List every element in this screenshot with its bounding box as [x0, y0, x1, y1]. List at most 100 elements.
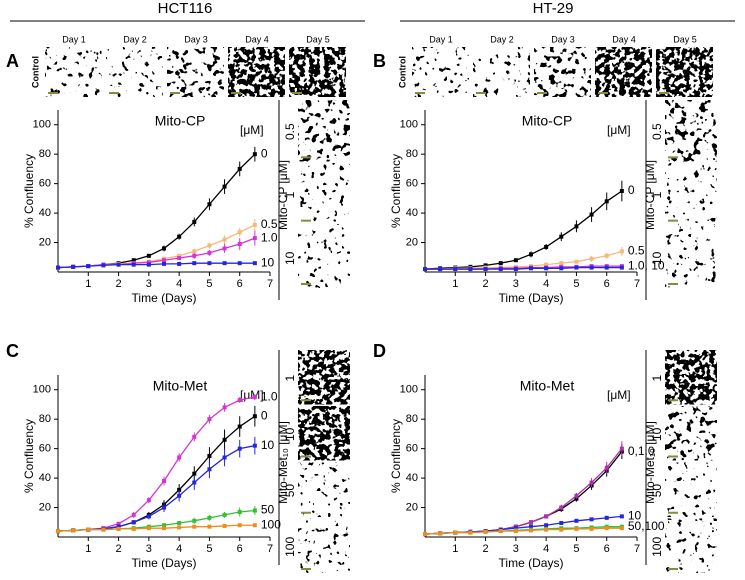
x-tick-label: 3 [513, 543, 519, 555]
treatment-level: 10 [650, 251, 664, 265]
y-tick-label: 60 [406, 443, 418, 455]
data-point [56, 529, 60, 534]
series-line [57, 396, 255, 532]
data-point [498, 267, 503, 272]
x-tick-label: 5 [206, 543, 212, 555]
data-point [529, 252, 533, 257]
micrograph-cells [665, 406, 717, 461]
data-point [604, 465, 609, 470]
micrograph-cells [228, 47, 285, 97]
control-label: Control [397, 56, 407, 88]
data-point [116, 262, 121, 267]
x-tick-label: 2 [116, 543, 122, 555]
data-point [619, 446, 624, 451]
data-point [162, 246, 166, 251]
series-line [57, 153, 256, 269]
series-label: 1.0 [261, 389, 278, 403]
micrograph-cells [665, 518, 717, 573]
data-point [177, 521, 182, 526]
micrograph-cells [665, 100, 717, 162]
treatment-level: 1 [283, 191, 297, 198]
y-tick-label: 100 [400, 119, 418, 131]
data-point [86, 527, 91, 532]
data-point [438, 267, 443, 272]
x-tick-label: 6 [237, 543, 243, 555]
data-point [146, 253, 151, 258]
x-tick-label: 3 [513, 278, 519, 290]
micrograph-cells [298, 163, 350, 225]
data-point [222, 512, 227, 517]
y-tick-label: 80 [406, 148, 418, 160]
data-point [192, 480, 197, 485]
data-point [207, 454, 212, 458]
data-point [131, 526, 136, 531]
day-label: Day 3 [551, 34, 575, 44]
data-point [222, 523, 227, 528]
data-point [619, 189, 624, 193]
data-point [574, 493, 579, 498]
data-point [619, 526, 624, 531]
panel-label: A [6, 51, 19, 71]
series-line [425, 266, 622, 270]
series-line [424, 527, 622, 535]
data-point [222, 405, 227, 410]
data-point [192, 518, 197, 523]
y-tick-label: 20 [39, 501, 51, 513]
y-tick-label: 80 [39, 148, 51, 160]
data-point [619, 249, 624, 254]
data-point [177, 455, 182, 460]
x-tick-label: 3 [146, 278, 152, 290]
series-line [57, 524, 255, 532]
x-tick-label: 2 [483, 543, 489, 555]
data-point [513, 529, 518, 534]
data-point [131, 262, 136, 267]
x-tick-label: 7 [267, 543, 273, 555]
y-tick-label: 40 [406, 207, 418, 219]
data-point [498, 529, 503, 534]
x-tick-label: 2 [116, 278, 122, 290]
x-tick-label: 2 [483, 278, 489, 290]
data-point [222, 246, 227, 251]
data-point [252, 523, 257, 528]
micrograph-cells [298, 462, 350, 517]
treatment-title: Mito-CP [μM] [276, 160, 290, 230]
data-point [146, 262, 151, 267]
data-point [604, 515, 609, 520]
cell-line-header: HCT116 [158, 0, 213, 17]
data-point [252, 261, 257, 266]
series-label: 0,1.0 [628, 444, 655, 458]
data-point [252, 395, 257, 400]
data-point [589, 256, 594, 261]
unit-label: [μM] [607, 388, 631, 402]
data-point [468, 530, 473, 535]
data-point [529, 266, 533, 271]
treatment-level: 0.5 [283, 123, 297, 140]
data-point [222, 184, 227, 189]
series-label: 0.5 [261, 217, 278, 231]
day-label: Day 4 [245, 34, 269, 44]
y-tick-label: 100 [400, 384, 418, 396]
x-tick-label: 1 [85, 543, 91, 555]
data-point [544, 244, 549, 249]
treatment-title: Mito-Met₁₀ [μM] [643, 421, 657, 504]
data-point [146, 514, 151, 519]
data-point [116, 526, 121, 531]
micrograph-cells [106, 47, 163, 97]
unit-label: [μM] [607, 123, 631, 137]
data-point [222, 437, 227, 442]
series-label: 10 [261, 255, 275, 269]
x-tick-label: 7 [267, 278, 273, 290]
data-point [589, 265, 594, 270]
chart-title: Mito-Met [520, 378, 575, 394]
data-point [101, 527, 106, 532]
y-axis-title: % Confluency [389, 419, 403, 493]
data-point [604, 199, 609, 204]
data-point [529, 520, 533, 525]
micrograph-cells [665, 226, 717, 288]
micrograph-cells [412, 47, 469, 97]
series-label: 1.0 [261, 230, 278, 244]
data-point [544, 523, 549, 528]
x-tick-label: 5 [206, 278, 212, 290]
data-point [604, 265, 609, 270]
